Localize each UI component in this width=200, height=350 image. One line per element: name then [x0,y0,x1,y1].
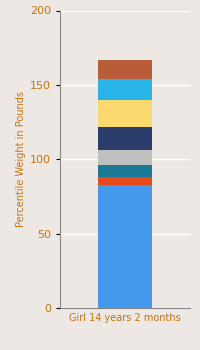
Bar [98,177,152,184]
Y-axis label: Percentile Weight in Pounds: Percentile Weight in Pounds [16,91,26,227]
Bar [98,126,152,150]
Bar [98,150,152,165]
Bar [98,165,152,177]
Bar [98,79,152,100]
Bar [98,60,152,79]
Bar [98,184,152,308]
Bar [98,100,152,127]
